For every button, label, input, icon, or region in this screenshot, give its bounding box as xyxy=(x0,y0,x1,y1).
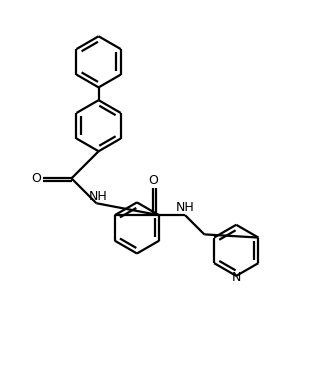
Text: N: N xyxy=(231,271,241,284)
Text: NH: NH xyxy=(176,201,194,214)
Text: NH: NH xyxy=(89,190,107,203)
Text: O: O xyxy=(31,172,41,185)
Text: O: O xyxy=(148,174,158,187)
